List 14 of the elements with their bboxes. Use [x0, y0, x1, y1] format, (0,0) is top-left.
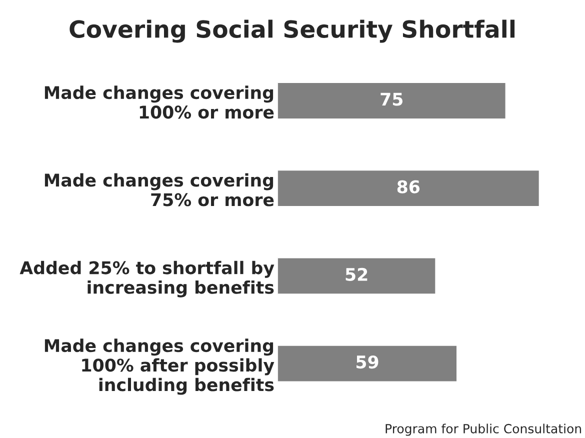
y-tick-label: Made changes covering 75% or more	[44, 173, 274, 206]
y-tick-label: Made changes covering 100% or more	[44, 86, 274, 119]
data-label: 86	[397, 180, 420, 194]
data-label: 52	[346, 268, 368, 281]
bar	[277, 82, 507, 120]
y-tick-label: Made changes covering 100% after possibly including benefits	[44, 338, 274, 395]
bar	[277, 256, 437, 296]
text: Program for Public Consultation	[386, 424, 582, 436]
bar	[277, 344, 458, 383]
chart-title: Covering Social Security Shortfall	[70, 20, 515, 43]
bar	[277, 169, 540, 208]
data-label: 59	[356, 355, 378, 369]
y-tick-label: Added 25% to shortfall by increasing benefits	[20, 260, 274, 298]
data-label: 75	[380, 92, 403, 106]
